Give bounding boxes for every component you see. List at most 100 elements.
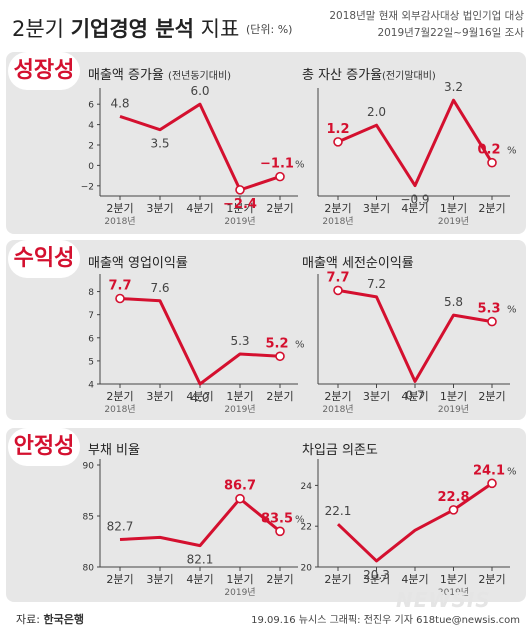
chart5-category-label: 2분기	[324, 573, 351, 586]
chart-title-debt-ratio: 부채 비율	[88, 443, 140, 458]
chart4-value-label: 86.7	[224, 479, 256, 494]
section-profitability	[6, 240, 526, 420]
chart3-unit-label: %	[507, 305, 517, 316]
chart5-point	[487, 478, 497, 489]
chart5-category-label: 3분기	[363, 573, 390, 586]
chart5-value-label: 20.3	[363, 568, 390, 582]
source: 자료: 한국은행	[16, 611, 84, 627]
chart5-year-label: 2019년	[438, 587, 469, 598]
chart5-category-label: 1분기	[440, 573, 467, 586]
chart1-series-line	[337, 98, 494, 188]
chart1-value-label: 3.2	[444, 80, 463, 94]
credit: 19.09.16 뉴시스 그래픽: 전진우 기자 618tue@newsis.c…	[251, 615, 520, 626]
chart1-value-label: 0.2	[477, 143, 500, 158]
chart3-series-line	[337, 288, 493, 383]
section-stability	[6, 428, 526, 602]
chart-title-pretax-margin: 매출액 세전순이익률	[302, 256, 414, 271]
section-tab-profitability: 수익성	[8, 240, 80, 278]
chart0-value-label: 3.5	[150, 137, 169, 151]
chart2-value-label: 5.3	[230, 334, 249, 348]
chart3-value-label: 7.2	[367, 277, 386, 291]
chart4-ytick-label: 80	[83, 564, 95, 574]
chart2-category-label: 3분기	[146, 390, 173, 403]
chart2-point	[115, 293, 125, 304]
chart5-unit-label: %	[507, 466, 517, 477]
chart2-category-label: 1분기	[226, 390, 253, 403]
chart2-category-label: 2분기	[106, 390, 133, 403]
title-prefix: 2분기	[12, 17, 65, 41]
chart0-value-label: 6.0	[190, 84, 209, 98]
chart0-ytick-label: 4	[88, 121, 94, 131]
survey-note-2: 2019년7월22일~9월16일 조사	[377, 27, 524, 39]
chart2-category-label: 2분기	[266, 390, 293, 403]
chart2-value-label: 7.6	[150, 281, 169, 295]
section-growth	[6, 52, 526, 234]
chart-title-borrowing-dependency: 차입금 의존도	[302, 443, 378, 458]
chart0-category-label: 4분기	[186, 202, 213, 215]
chart3-point	[333, 285, 343, 296]
chart-title-asset-growth: 총 자산 증가율(전기말대비)	[302, 64, 436, 83]
chart3-category-label: 2분기	[324, 390, 351, 403]
chart5-ytick-label: 24	[301, 482, 313, 492]
chart1-category-label: 3분기	[363, 202, 390, 215]
page-title: 2분기 기업경영 분석 지표	[12, 13, 239, 43]
chart0-category-label: 2분기	[266, 202, 293, 215]
chart3-category-label: 2분기	[478, 390, 505, 403]
chart-title-operating-margin: 매출액 영업이익률	[88, 256, 188, 271]
chart2-ytick-label: 7	[88, 311, 94, 321]
chart-title-sales-growth-main: 매출액 증가율	[88, 68, 164, 83]
unit-label: (단위: %)	[246, 23, 293, 36]
chart4-value-label: 83.5	[261, 511, 293, 526]
chart0-value-label: 4.8	[110, 96, 129, 110]
source-name: 한국은행	[43, 613, 84, 626]
chart5-ytick-label: 22	[301, 523, 312, 533]
chart5-category-label: 4분기	[401, 573, 428, 586]
chart5-category-label: 2분기	[478, 573, 505, 586]
chart0-ytick-label: −2	[81, 182, 94, 192]
chart1-category-label: 2분기	[324, 202, 351, 215]
chart4-unit-label: %	[295, 514, 305, 525]
chart-title-sales-growth-sub: (전년동기대비)	[168, 71, 232, 82]
chart2-ytick-label: 5	[88, 357, 94, 367]
chart4-category-label: 3분기	[146, 573, 173, 586]
chart1-value-label: 2.0	[367, 105, 386, 119]
chart2-ytick-label: 4	[88, 381, 94, 391]
chart4-category-label: 4분기	[186, 573, 213, 586]
chart5-ytick-label: 20	[301, 564, 313, 574]
chart5-series-line	[336, 482, 493, 563]
chart0-series-line	[119, 102, 281, 192]
title-suffix: 지표	[200, 17, 240, 41]
chart2-category-label: 4분기	[186, 390, 213, 403]
chart2-year-label: 2019년	[224, 404, 255, 415]
chart-title-asset-growth-main: 총 자산 증가율	[302, 68, 383, 83]
chart1-value-label: 1.2	[326, 122, 349, 137]
chart1-value-label: −0.9	[400, 193, 429, 207]
chart4-ytick-label: 85	[83, 513, 94, 523]
chart4-point	[275, 526, 285, 537]
chart0-unit-label: %	[295, 160, 305, 171]
chart3-value-label: 5.8	[444, 295, 463, 309]
chart4-value-label: 82.1	[187, 553, 214, 567]
chart5-value-label: 24.1	[473, 463, 505, 478]
chart0-point	[275, 171, 285, 182]
chart1-category-label: 2분기	[478, 202, 505, 215]
chart0-value-label: −2.4	[223, 197, 257, 212]
chart0-year-label: 2018년	[104, 216, 135, 227]
chart2-ytick-label: 8	[88, 288, 94, 298]
chart3-point	[487, 316, 497, 327]
section-tab-stability: 안정성	[8, 428, 80, 466]
chart0-point	[235, 185, 245, 195]
title-strong: 기업경영 분석	[70, 17, 194, 41]
chart0-category-label: 2분기	[106, 202, 133, 215]
chart4-value-label: 82.7	[107, 519, 134, 533]
chart2-series-line	[119, 297, 281, 386]
chart2-point	[275, 351, 285, 362]
chart0-year-label: 2019년	[224, 216, 255, 227]
chart5-point	[448, 505, 459, 515]
chart2-ytick-label: 6	[88, 334, 94, 344]
chart-title-asset-growth-sub: (전기말대비)	[382, 71, 436, 82]
chart3-category-label: 3분기	[363, 390, 390, 403]
chart-title-sales-growth: 매출액 증가율 (전년동기대비)	[88, 64, 231, 83]
